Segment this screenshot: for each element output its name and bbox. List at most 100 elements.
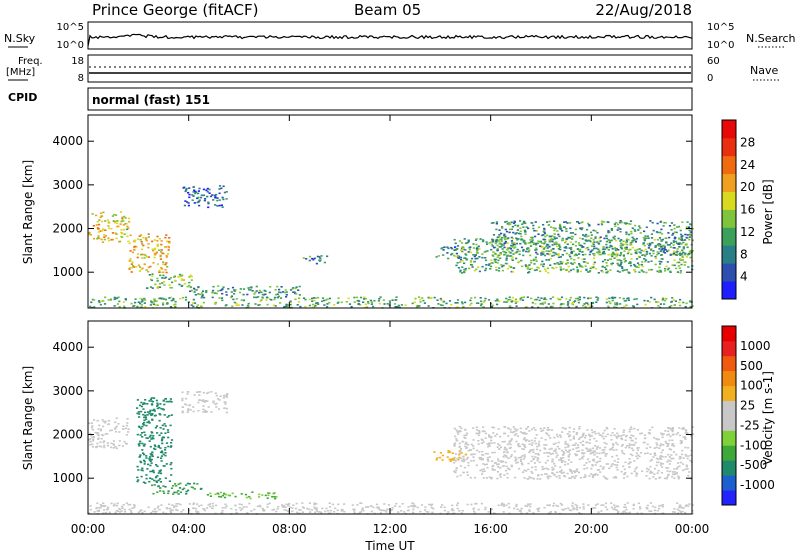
power-cell [656,251,659,253]
power-cell [183,204,186,207]
power-cell [589,297,592,299]
power-cell [612,297,615,299]
power-cell [627,299,630,301]
velocity-cell [206,494,209,496]
velocity-cell [682,436,685,438]
power-cell [159,258,162,260]
velocity-cell [224,493,227,496]
power-cell [153,252,156,255]
velocity-cell [649,470,652,473]
power-cell [224,304,227,307]
power-cell [259,300,262,302]
power-cell [89,305,92,308]
power-cell [128,266,131,269]
power-cell [657,301,660,303]
velocity-cell [435,459,438,461]
velocity-cell [261,507,264,510]
power-cell [535,243,538,246]
velocity-cell [176,509,179,512]
power-cell [455,252,458,255]
velocity-cell [129,503,132,506]
power-cell [494,242,497,245]
power-cell [511,271,515,273]
velocity-cell [614,464,617,466]
power-cell [122,220,125,222]
velocity-cell [571,444,574,446]
velocity-cell [623,473,626,475]
velocity-cell [550,448,553,450]
velocity-cell [112,444,115,446]
velocity-cell [452,509,455,512]
power-cell [164,236,167,239]
velocity-cell [654,506,657,509]
velocity-cell [315,503,318,505]
velocity-cell [560,461,564,464]
power-cell [627,251,630,253]
power-cell [279,302,282,304]
velocity-cell [475,432,478,435]
power-cell [593,253,596,255]
velocity-cell [162,485,165,487]
power-cell [605,237,609,240]
power-cell [595,296,598,298]
power-cell [382,299,385,301]
power-cell [550,239,553,241]
velocity-cell [568,431,571,433]
power-cell [570,246,573,249]
velocity-cell [261,494,264,496]
power-cell [563,246,566,249]
power-cell [663,252,666,254]
power-cell [547,303,550,305]
power-cell [260,291,263,293]
power-cell [642,271,645,273]
power-cell [660,254,663,256]
velocity-cell [673,511,676,513]
velocity-cell [615,509,618,511]
velocity-cell [389,509,393,512]
velocity-cell [156,507,159,509]
power-cell [116,303,119,305]
velocity-cell [591,463,594,466]
power-cell [618,264,621,267]
power-cell [156,245,159,248]
velocity-cell [125,424,128,427]
power-cell [678,267,681,269]
velocity-cell [518,510,521,512]
velocity-cell [481,430,484,433]
velocity-cell [616,505,619,507]
velocity-cell [164,398,167,400]
velocity-cell [91,429,94,431]
power-cell [513,247,516,249]
velocity-cell [225,395,228,397]
power-cell [691,249,694,252]
xlabel: Time UT [364,539,415,553]
power-cell [261,296,264,299]
power-cell [619,253,623,255]
velocity-cell [185,397,188,400]
velocity-cell [651,505,655,508]
power-cell [510,266,513,268]
velocity-cell [520,512,523,515]
power-cell [680,239,683,241]
velocity-cell [680,453,684,456]
power-cell [554,252,557,254]
velocity-cell [149,460,152,462]
velocity-cell [577,471,581,474]
power-cell [96,237,99,240]
power-cell [568,270,571,273]
power-cell [620,251,623,254]
velocity-cell [497,428,500,430]
velocity-cell [505,504,508,507]
power-cell [173,276,176,278]
power-cell [463,268,466,271]
power-cell [563,221,566,223]
power-cell [496,244,499,247]
power-cell [573,259,576,261]
velocity-cell [495,463,499,466]
power-cell [598,253,601,256]
velocity-cell [534,453,537,455]
velocity-cell [453,470,456,473]
velocity-cell [457,458,460,461]
power-cell [561,254,564,256]
power-cell [204,198,207,200]
